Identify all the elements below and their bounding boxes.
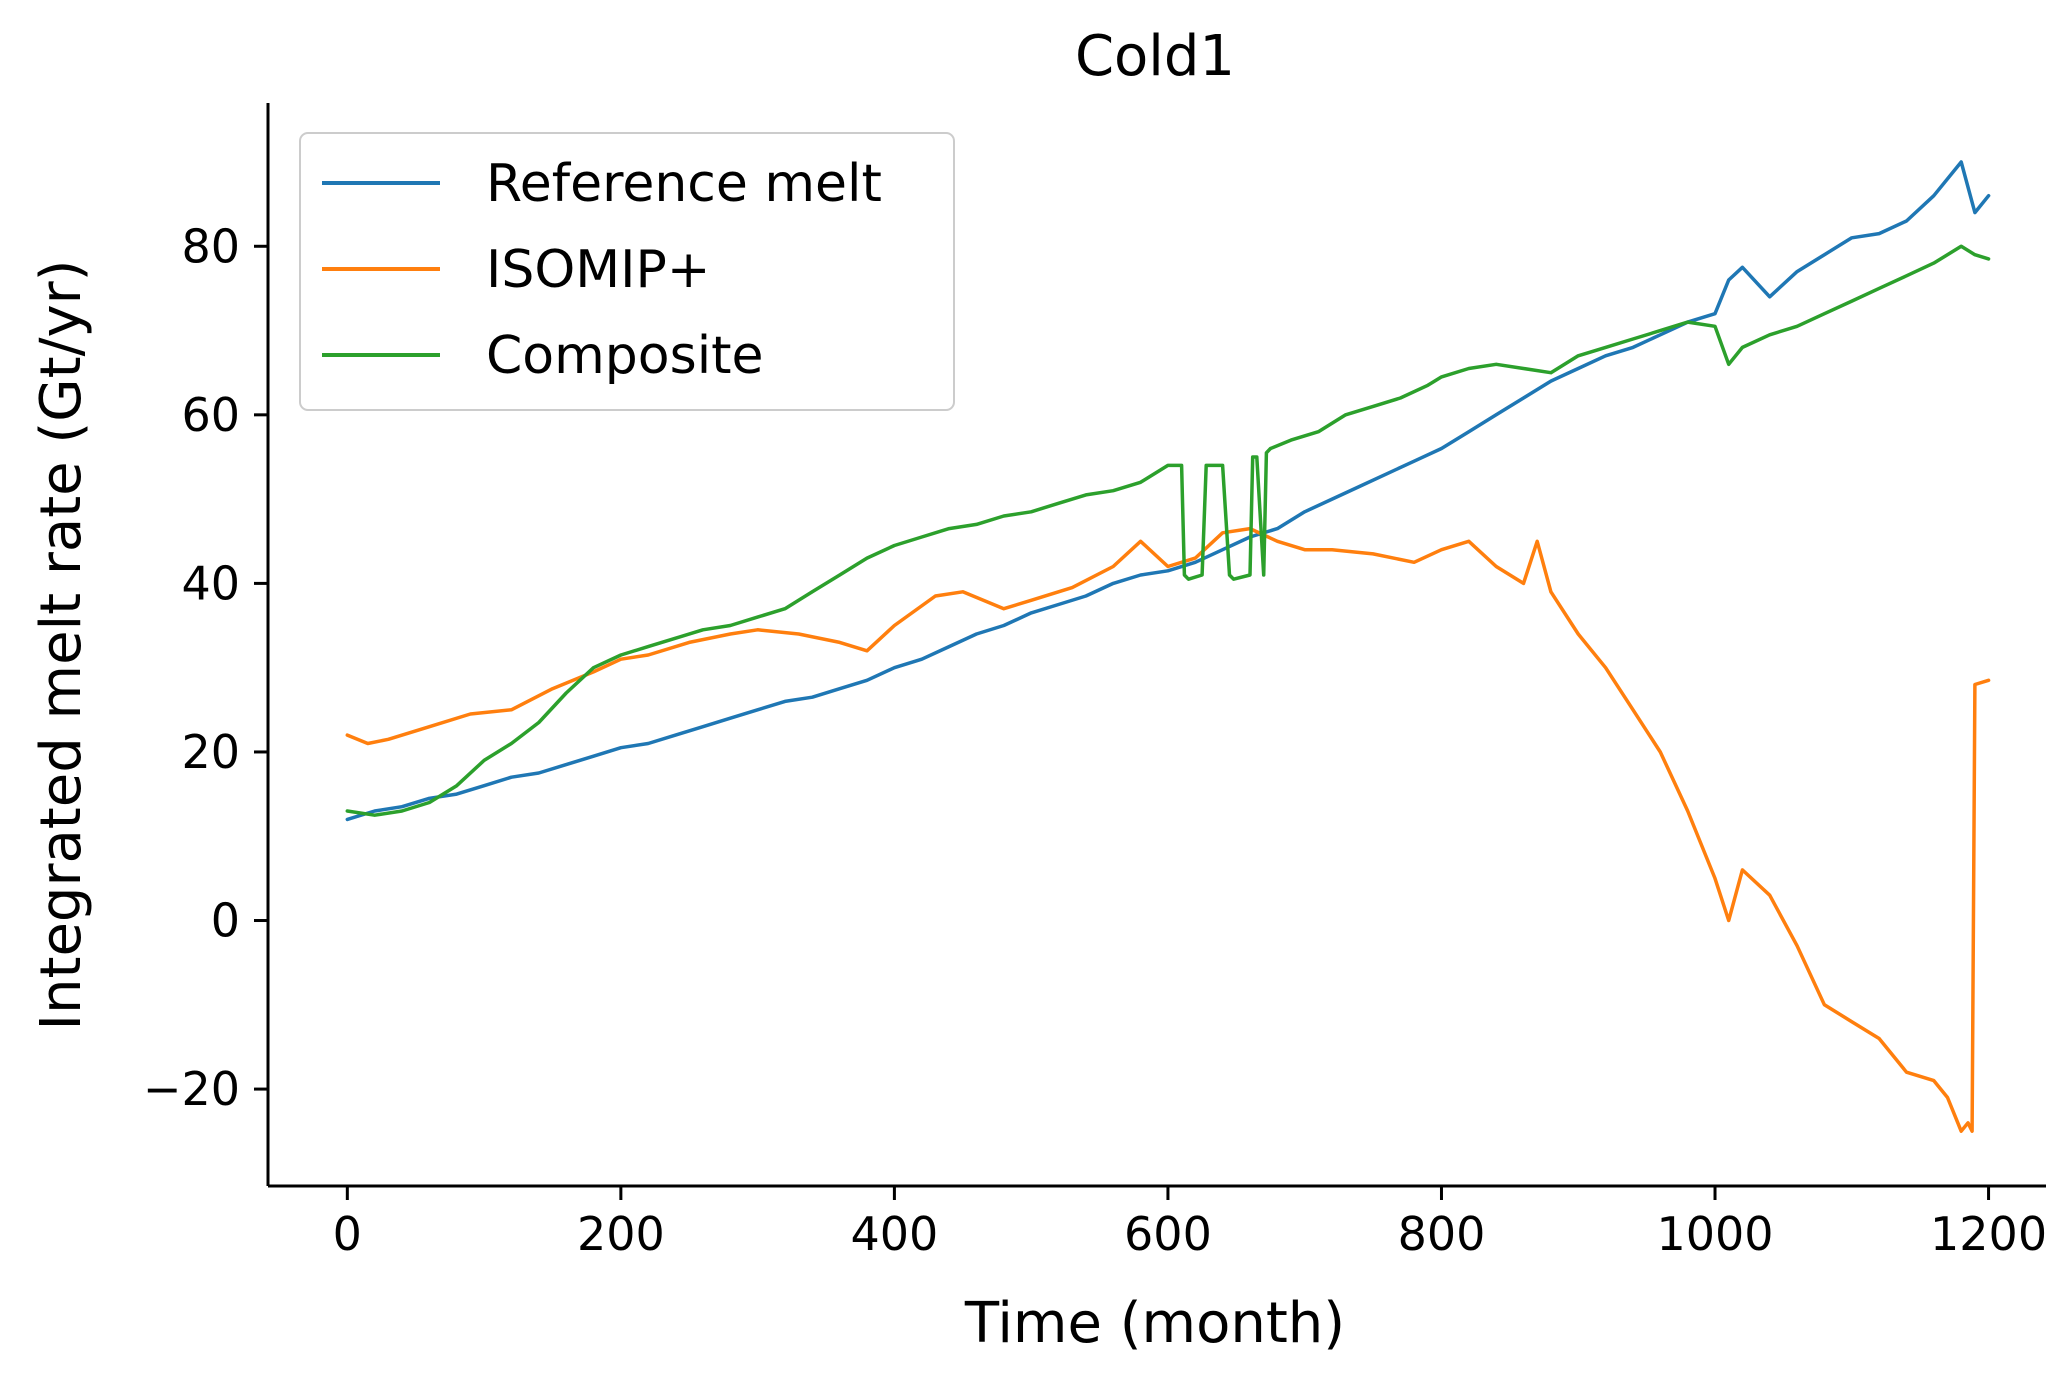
legend-label-isomip: ISOMIP+ — [486, 240, 710, 300]
y-tick-label: 20 — [181, 725, 240, 779]
x-tick-label: 1200 — [1930, 1207, 2047, 1261]
x-tick-label: 400 — [850, 1207, 938, 1261]
series-line-isomip — [345, 526, 1991, 1133]
series-lines — [345, 160, 1991, 1133]
y-tick-label: 60 — [181, 388, 240, 442]
series-line-reference-melt — [345, 160, 1991, 822]
chart-title: Cold1 — [1075, 24, 1235, 89]
x-tick-label: 0 — [333, 1207, 362, 1261]
y-tick-label: −20 — [143, 1062, 240, 1116]
x-tick-label: 800 — [1398, 1207, 1486, 1261]
x-axis-label: Time (month) — [964, 1291, 1345, 1356]
legend-label-composite: Composite — [486, 326, 764, 386]
y-ticks: −20 0 20 40 60 80 — [143, 219, 268, 1116]
x-tick-label: 1000 — [1656, 1207, 1773, 1261]
legend: Reference melt ISOMIP+ Composite — [299, 132, 955, 411]
y-tick-label: 0 — [211, 894, 240, 948]
x-ticks: 0 200 400 600 800 1000 1200 — [333, 1186, 2047, 1261]
x-tick-label: 600 — [1124, 1207, 1212, 1261]
y-tick-label: 40 — [181, 556, 240, 610]
series-line-composite — [345, 244, 1991, 817]
legend-label-reference-melt: Reference melt — [486, 154, 882, 214]
x-tick-label: 200 — [577, 1207, 665, 1261]
legend-box — [299, 132, 955, 411]
y-tick-label: 80 — [181, 219, 240, 273]
y-axis-label: Integrated melt rate (Gt/yr) — [29, 259, 94, 1030]
